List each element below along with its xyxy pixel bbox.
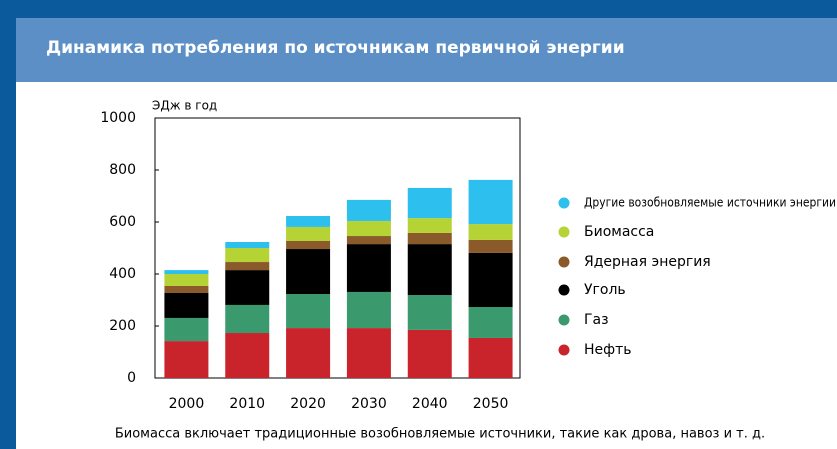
bar-segment [225,304,270,334]
x-tick-label: 2030 [351,396,387,412]
bar-segment [346,220,391,237]
legend-marker [558,197,570,209]
chart-title: Динамика потребления по источникам перви… [46,38,625,58]
bar-segment [468,224,513,240]
bar-segment [407,232,452,245]
bar-segment [225,262,270,271]
bar-segment [225,248,270,263]
bar-segment [407,187,452,219]
x-tick-label: 2000 [169,396,205,412]
bar-segment [407,329,452,378]
bar-segment [346,236,391,245]
bar-segment [468,337,513,378]
y-tick-label: 600 [109,214,136,230]
bar-segment [468,307,513,338]
bar-segment [164,317,209,342]
legend-marker [558,256,570,268]
plot-frame [154,117,521,379]
bar-segment [468,252,513,308]
bar-segment [468,179,513,225]
bar-segment [407,218,452,233]
y-tick-label: 0 [127,370,136,386]
bar-segment [286,240,331,250]
bar-segment [225,333,270,378]
bar-segment [164,270,209,274]
bar-segment [164,285,209,293]
footnote: Биомасса включает традиционные возобновл… [115,427,765,442]
legend-label: Нефть [584,342,632,358]
bar-segment [286,226,331,241]
bar-segment [286,249,331,295]
bar-segment [346,199,391,221]
x-tick-label: 2050 [473,396,509,412]
x-tick-label: 2020 [290,396,326,412]
legend-label: Газ [584,312,609,328]
y-tick-label: 1000 [100,110,136,126]
header-band [16,18,837,82]
bar-segment [407,295,452,330]
bar-segment [164,341,209,378]
bar-segment [407,244,452,296]
bar-segment [286,294,331,329]
legend-marker [558,284,570,296]
legend-marker [558,344,570,356]
bar-segment [164,274,209,286]
legend-label: Другие возобновляемые источники энергии [584,196,836,210]
bar-segment [286,328,331,378]
bar-segment [225,242,270,248]
legend-marker [558,226,570,238]
y-tick-label: 400 [109,266,136,282]
legend-marker [558,314,570,326]
legend-label: Уголь [584,282,626,298]
y-tick-label: 800 [109,162,136,178]
bar-segment [346,244,391,292]
bar-segment [468,239,513,253]
bar-segment [346,291,391,329]
x-tick-label: 2040 [412,396,448,412]
y-axis-label: ЭДж в год [152,99,217,113]
legend-label: Ядерная энергия [584,254,711,270]
bar-segment [225,270,270,305]
bar-segment [346,328,391,378]
bar-segment [164,292,209,318]
y-tick-label: 200 [109,318,136,334]
bar-segment [286,216,331,227]
legend-label: Биомасса [584,224,654,240]
x-tick-label: 2010 [229,396,265,412]
